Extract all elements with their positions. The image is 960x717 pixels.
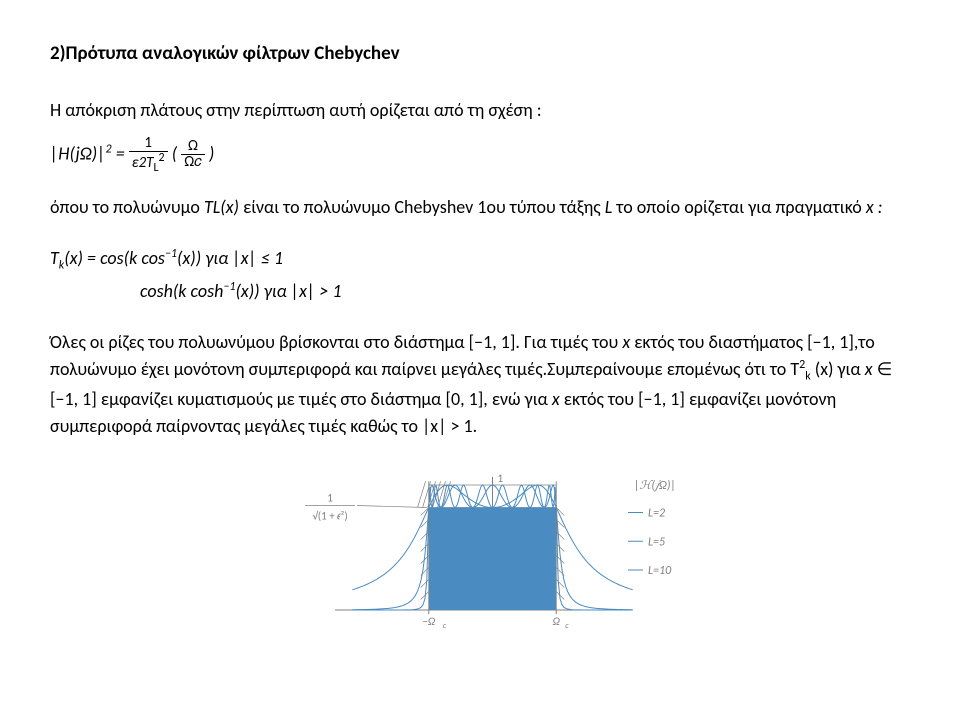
svg-text:L=5: L=5 bbox=[648, 535, 665, 549]
svg-text:L=2: L=2 bbox=[648, 506, 665, 520]
eq1-lhs: |H(jΩ)| bbox=[50, 142, 106, 164]
equation-3: cosh(k cosh−1(x)) για |x| > 1 bbox=[140, 278, 910, 305]
svg-text:Ω: Ω bbox=[553, 615, 561, 628]
svg-text:c: c bbox=[443, 621, 447, 631]
p3-e: x bbox=[865, 358, 873, 380]
svg-text:c: c bbox=[565, 621, 569, 631]
paragraph-2: όπου το πολυώνυμο TL(x) είναι το πολυώνυ… bbox=[50, 194, 910, 221]
p2-f: x : bbox=[866, 196, 883, 218]
p3-b: x bbox=[622, 331, 630, 353]
equation-2: Tk(x) = cos(k cos−1(x)) για |x| ≤ 1 bbox=[50, 245, 910, 275]
p3-a: Όλες οι ρίζες του πολυωνύμου βρίσκονται … bbox=[50, 331, 622, 353]
p3-d: (x) για bbox=[811, 358, 865, 380]
eq1-eq: = bbox=[112, 142, 129, 164]
svg-text:−Ω: −Ω bbox=[422, 615, 435, 628]
intro-paragraph: Η απόκριση πλάτους στην περίπτωση αυτή ο… bbox=[50, 97, 910, 124]
eq1-pc: ) bbox=[209, 142, 214, 164]
eq1-frac: 1 ε2TL2 bbox=[129, 136, 168, 174]
eq1-num: 1 bbox=[129, 136, 168, 152]
svg-text:L=10: L=10 bbox=[648, 564, 672, 578]
svg-text:|ℋ(𝑗Ω)|: |ℋ(𝑗Ω)| bbox=[634, 479, 676, 493]
eq3-a: cosh(k cosh bbox=[140, 280, 223, 302]
eq1-den-a: ε2T bbox=[132, 154, 154, 172]
eq1-po: ( bbox=[172, 142, 182, 164]
section-title: 2)Πρότυπα αναλογικών φίλτρων Chebychev bbox=[50, 40, 910, 69]
chebyshev-chart: |ℋ(𝑗Ω)|11√(1 + 𝜖²)−ΩcΩcL=2L=5L=10 bbox=[50, 460, 910, 648]
eq2-a: T bbox=[50, 247, 59, 269]
eq3-exp1: −1 bbox=[223, 280, 235, 294]
svg-text:1: 1 bbox=[327, 491, 333, 504]
eq2-c: (x)) για |x| ≤ 1 bbox=[177, 247, 283, 269]
eq1-inner-den: Ω𝑐 bbox=[181, 155, 205, 170]
equation-1: |H(jΩ)| 2 = 1 ε2TL2 ( Ω Ω𝑐 ) bbox=[50, 136, 910, 174]
svg-text:1: 1 bbox=[498, 472, 504, 485]
eq3-b: (x)) για |x| > 1 bbox=[235, 280, 341, 302]
p2-b: TL(x) bbox=[204, 196, 239, 218]
eq1-den: ε2TL2 bbox=[129, 152, 168, 174]
eq1-inner-frac: Ω Ω𝑐 bbox=[181, 139, 205, 170]
intro-text: Η απόκριση πλάτους στην περίπτωση αυτή ο… bbox=[50, 99, 542, 121]
svg-text:√(1 + 𝜖²): √(1 + 𝜖²) bbox=[312, 509, 347, 522]
p2-c: είναι το πολυώνυμο Chebyshev 1ου τύπου τ… bbox=[239, 196, 605, 218]
eq1-den-exp: 2 bbox=[159, 151, 165, 165]
p2-e: το οποίο ορίζεται για πραγματικό bbox=[612, 196, 866, 218]
p2-a: όπου το πολυώνυμο bbox=[50, 196, 204, 218]
eq2-exp1: −1 bbox=[165, 247, 177, 261]
p3-g: x bbox=[552, 388, 560, 410]
paragraph-3: Όλες οι ρίζες του πολυωνύμου βρίσκονται … bbox=[50, 329, 910, 440]
eq2-b: (x) = cos(k cos bbox=[64, 247, 165, 269]
